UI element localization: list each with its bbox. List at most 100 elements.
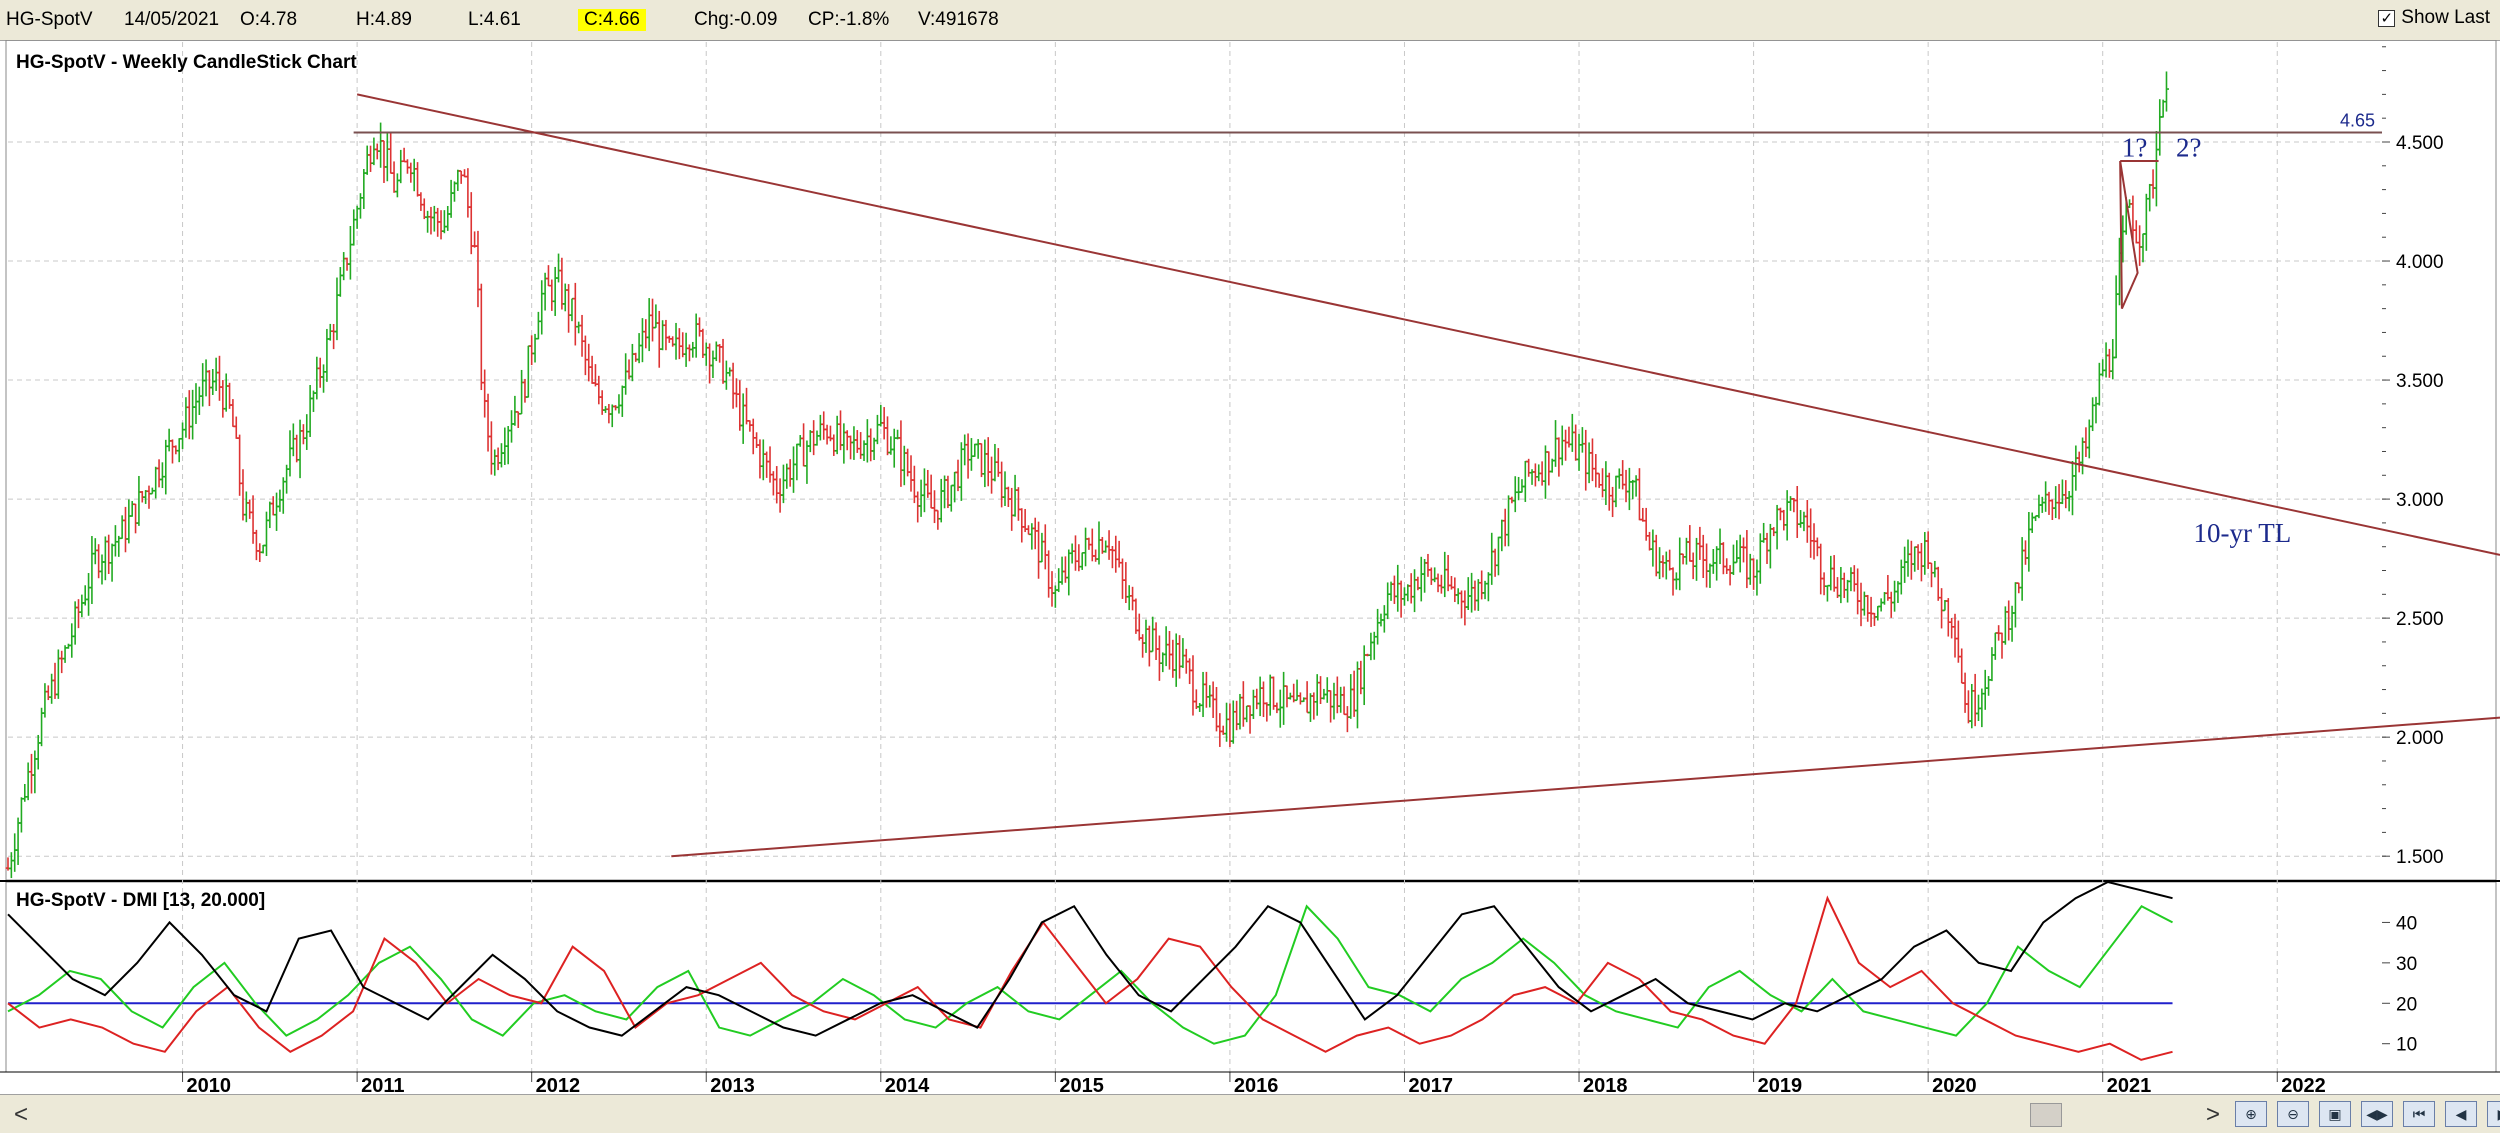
candle <box>398 149 404 184</box>
candle <box>243 491 249 523</box>
candle <box>1348 674 1354 719</box>
candle <box>69 623 75 658</box>
candle <box>1962 672 1968 713</box>
candle <box>1311 692 1317 720</box>
candle <box>472 231 478 248</box>
candle <box>1465 577 1471 610</box>
first-icon[interactable]: ⏮ <box>2403 1101 2435 1127</box>
scroll-right-button[interactable]: > <box>2206 1101 2221 1128</box>
candle <box>1939 588 1945 629</box>
candle <box>999 461 1005 508</box>
candle <box>1160 652 1166 673</box>
candle <box>1156 635 1162 681</box>
candle <box>744 387 750 425</box>
candle <box>1334 676 1340 714</box>
pan-icon[interactable]: ◀▶ <box>2361 1101 2393 1127</box>
show-last-checkbox[interactable]: ✓ <box>2378 9 2396 27</box>
candle <box>1522 460 1528 502</box>
candle <box>851 426 857 460</box>
candle <box>891 428 897 468</box>
scroll-thumb[interactable] <box>2030 1103 2062 1127</box>
candle <box>1042 524 1048 570</box>
candle <box>1492 548 1498 577</box>
candle <box>1281 671 1287 725</box>
candle <box>1163 626 1169 667</box>
candle <box>2147 183 2153 212</box>
candle <box>1472 580 1478 611</box>
candle <box>911 465 917 504</box>
candle <box>1341 686 1347 716</box>
y-tick-label: 1.500 <box>2396 847 2444 868</box>
candle <box>750 418 756 455</box>
candle <box>1039 532 1045 563</box>
candle <box>757 439 763 479</box>
zoom-in-icon[interactable]: ⊕ <box>2235 1101 2267 1127</box>
zoom-out-icon[interactable]: ⊖ <box>2277 1101 2309 1127</box>
candle <box>720 338 726 384</box>
x-tick-label: 2021 <box>2107 1075 2152 1094</box>
candle <box>727 367 733 377</box>
candle <box>1727 565 1733 586</box>
candle <box>1059 556 1065 585</box>
candle <box>32 750 38 794</box>
scroll-left-button[interactable]: < <box>14 1101 29 1128</box>
navigation-bar: < > ⊕ ⊖ ▣ ◀▶ ⏮ ◀ ▶ <box>0 1094 2500 1133</box>
open-label: O:4.78 <box>240 9 298 30</box>
candle <box>1667 549 1673 571</box>
prev-icon[interactable]: ◀ <box>2445 1101 2477 1127</box>
candle <box>1831 555 1837 592</box>
candle <box>213 357 219 391</box>
candle <box>1734 540 1740 564</box>
candle <box>1485 572 1491 602</box>
candle <box>2012 582 2018 628</box>
show-last-label: Show Last <box>2401 7 2490 28</box>
candle <box>1845 579 1851 603</box>
candle <box>1687 525 1693 562</box>
candle <box>1052 585 1058 608</box>
candle <box>1140 634 1146 658</box>
candle <box>874 414 880 445</box>
candle <box>1905 539 1911 577</box>
candle <box>864 419 870 463</box>
candle <box>693 313 699 358</box>
candle <box>888 436 894 455</box>
fit-icon[interactable]: ▣ <box>2319 1101 2351 1127</box>
candle <box>1197 703 1203 712</box>
symbol-label: HG-SpotV <box>6 9 93 30</box>
candle <box>525 345 531 398</box>
candle <box>1130 586 1136 611</box>
annotation-trendline-label: 10-yr TL <box>2193 518 2291 548</box>
candle <box>1700 534 1706 578</box>
candle <box>1143 619 1149 653</box>
candle <box>881 407 887 440</box>
next-icon[interactable]: ▶ <box>2487 1101 2500 1127</box>
candle <box>1767 523 1773 569</box>
candle <box>1462 590 1468 626</box>
candle <box>1737 534 1743 573</box>
candle <box>1025 525 1031 536</box>
chart-canvas[interactable]: 2010 2011 2012 2013 2014 2015 2016 2017 2018 2019… <box>0 40 2500 1094</box>
candle <box>79 594 85 618</box>
candle <box>1989 647 1995 682</box>
y-tick-label: 2.500 <box>2396 609 2444 630</box>
show-last-toggle[interactable]: ✓ Show Last <box>2378 7 2490 29</box>
candle <box>55 649 61 699</box>
candle <box>1432 567 1438 583</box>
candle <box>22 784 28 802</box>
candle <box>1358 660 1364 695</box>
candle <box>1888 591 1894 618</box>
candle <box>1908 540 1914 580</box>
candle <box>1257 676 1263 717</box>
candle <box>196 386 202 415</box>
candle <box>1475 579 1481 611</box>
candle <box>740 393 746 444</box>
candle <box>1294 679 1300 702</box>
candle <box>1049 571 1055 607</box>
candle <box>1673 572 1679 590</box>
candle <box>1798 510 1804 528</box>
candle <box>747 420 753 432</box>
candle <box>438 210 444 240</box>
candle <box>28 753 34 794</box>
candle <box>764 451 770 478</box>
candle <box>1452 577 1458 603</box>
